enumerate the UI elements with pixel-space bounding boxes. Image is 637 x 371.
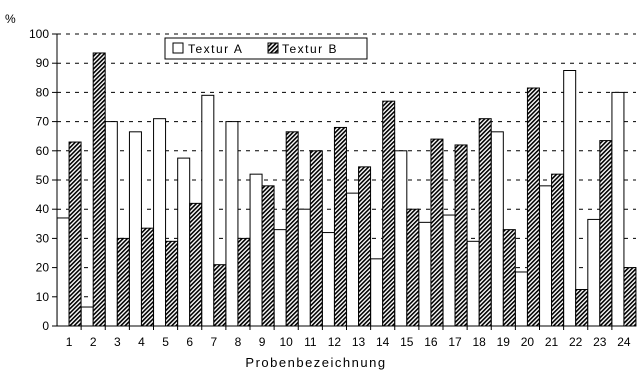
- x-tick-label-20: 20: [521, 335, 535, 349]
- bar-textur-a-16: [418, 221, 432, 327]
- y-tick-label-0: 0: [42, 319, 49, 333]
- x-tick-label-19: 19: [497, 335, 511, 349]
- x-tick-label-23: 23: [593, 335, 607, 349]
- bar-textur-a-20: [514, 271, 528, 327]
- bar-textur-b-21: [551, 173, 565, 327]
- bar-textur-b-20: [526, 87, 540, 327]
- bar-textur-a-9: [249, 173, 263, 327]
- bar-textur-a-7: [201, 94, 215, 327]
- x-tick-label-12: 12: [328, 335, 342, 349]
- bar-textur-a-22: [563, 70, 577, 327]
- bar-textur-a-8: [225, 121, 239, 327]
- y-tick-label-80: 80: [36, 85, 50, 99]
- bar-textur-a-1: [56, 217, 70, 327]
- y-axis-label: %: [5, 12, 16, 26]
- x-tick-label-14: 14: [376, 335, 390, 349]
- bar-textur-b-1: [68, 141, 82, 327]
- x-tick-label-3: 3: [114, 335, 121, 349]
- x-tick-label-21: 21: [545, 335, 559, 349]
- bar-textur-b-3: [116, 237, 130, 327]
- bar-textur-a-4: [128, 131, 142, 327]
- x-tick-label-9: 9: [259, 335, 266, 349]
- bar-textur-a-21: [539, 185, 553, 327]
- legend-swatch-textur-a: [172, 42, 184, 54]
- y-tick-label-100: 100: [29, 27, 49, 41]
- bar-textur-b-9: [261, 185, 275, 327]
- x-tick-label-8: 8: [235, 335, 242, 349]
- x-tick-label-1: 1: [66, 335, 73, 349]
- x-tick-label-7: 7: [210, 335, 217, 349]
- bar-textur-b-13: [358, 166, 372, 327]
- x-axis-title: Probenbezeichnung: [245, 355, 386, 370]
- bar-textur-a-17: [442, 214, 456, 327]
- bar-textur-b-6: [189, 202, 203, 327]
- x-tick-label-4: 4: [138, 335, 145, 349]
- bar-textur-b-23: [599, 140, 613, 327]
- x-tick-label-18: 18: [473, 335, 487, 349]
- x-tick-label-22: 22: [569, 335, 583, 349]
- bar-textur-a-5: [153, 118, 167, 327]
- bar-textur-b-12: [333, 126, 347, 327]
- legend-label-textur-a: Textur A: [188, 42, 243, 56]
- x-tick-label-24: 24: [617, 335, 631, 349]
- bar-textur-b-10: [285, 131, 299, 327]
- bar-textur-a-10: [273, 229, 287, 327]
- y-tick-label-40: 40: [36, 202, 50, 216]
- bar-textur-b-19: [502, 229, 516, 327]
- bar-textur-b-4: [140, 227, 154, 327]
- legend-label-textur-b: Textur B: [282, 42, 338, 56]
- x-tick-label-6: 6: [186, 335, 193, 349]
- bar-textur-b-7: [213, 264, 227, 327]
- bar-textur-a-23: [587, 218, 601, 327]
- x-tick-label-5: 5: [162, 335, 169, 349]
- bar-textur-b-11: [309, 150, 323, 327]
- bar-textur-a-6: [177, 157, 191, 327]
- y-tick-label-70: 70: [36, 115, 50, 129]
- bars: [56, 52, 637, 327]
- x-tick-label-16: 16: [424, 335, 438, 349]
- y-tick-label-60: 60: [36, 144, 50, 158]
- y-tick-label-30: 30: [36, 231, 50, 245]
- legend: Textur A Textur B: [164, 37, 368, 60]
- y-tick-label-90: 90: [36, 56, 50, 70]
- x-tick-label-13: 13: [352, 335, 366, 349]
- bar-textur-b-17: [454, 144, 468, 327]
- y-tick-label-50: 50: [36, 173, 50, 187]
- x-tick-label-17: 17: [448, 335, 462, 349]
- bar-textur-b-22: [575, 289, 589, 327]
- y-tick-label-20: 20: [36, 261, 50, 275]
- bar-textur-b-16: [430, 138, 444, 327]
- x-tick-label-11: 11: [304, 335, 317, 349]
- y-tick-labels: 0 10 20 30 40 50 60 70 80 90 100: [29, 27, 57, 333]
- bar-textur-a-2: [80, 306, 94, 327]
- bar-textur-b-24: [623, 267, 637, 327]
- y-tick-label-10: 10: [36, 290, 50, 304]
- x-tick-label-2: 2: [90, 335, 97, 349]
- x-tick-label-15: 15: [400, 335, 414, 349]
- bar-textur-a-14: [370, 258, 384, 327]
- x-tick-labels: 1 2 3 4 5 6 7 8 9 10 11 12 13 14 15 16 17 18 19 20 21 22 23 24: [66, 326, 631, 349]
- bar-textur-a-3: [104, 121, 118, 327]
- bar-textur-a-19: [490, 131, 504, 327]
- bar-textur-b-5: [165, 240, 179, 327]
- bar-textur-a-15: [394, 150, 408, 327]
- bar-textur-b-14: [382, 100, 396, 327]
- bar-textur-b-8: [237, 237, 251, 327]
- bar-textur-b-18: [478, 118, 492, 327]
- bar-textur-a-11: [297, 208, 311, 327]
- bar-textur-b-15: [406, 208, 420, 327]
- legend-box: [164, 37, 368, 60]
- legend-swatch-textur-b: [267, 42, 279, 54]
- bar-textur-a-13: [346, 192, 360, 327]
- bar-textur-b-2: [92, 52, 106, 327]
- bar-textur-a-12: [321, 232, 335, 327]
- bar-textur-a-18: [466, 240, 480, 327]
- bar-textur-a-24: [611, 91, 625, 327]
- x-tick-label-10: 10: [280, 335, 294, 349]
